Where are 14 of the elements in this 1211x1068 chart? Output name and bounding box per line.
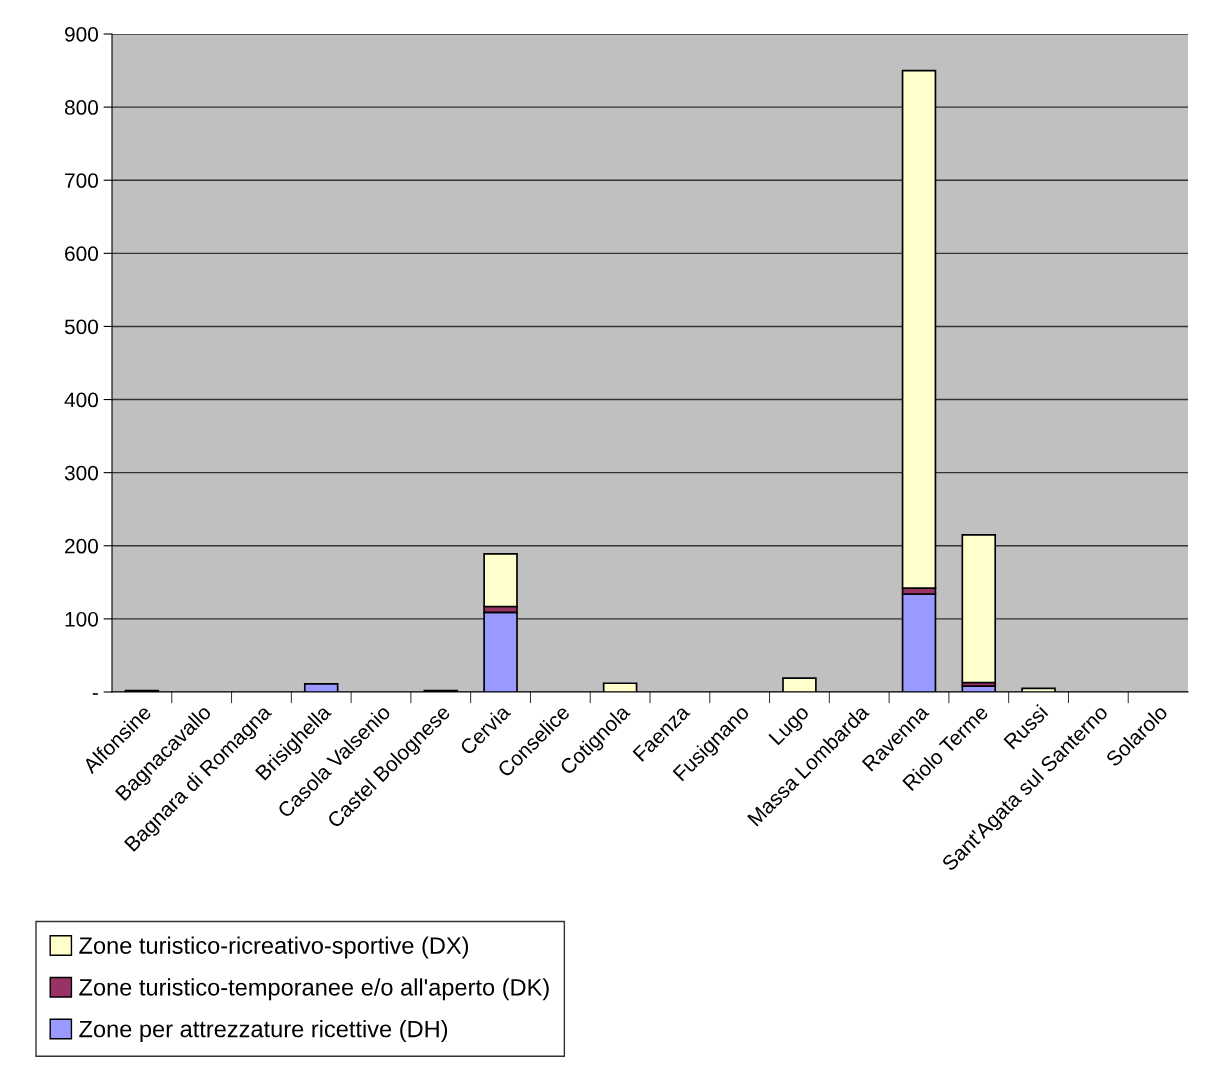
legend-label: Zone per attrezzature ricettive (DH) — [79, 1020, 448, 1043]
y-tick-label: 900 — [65, 27, 98, 42]
y-tick-label: 100 — [65, 611, 98, 627]
y-tick-label: 500 — [64, 319, 98, 335]
y-tick-label: 400 — [64, 392, 98, 408]
legend-label: Zone turistico-temporanee e/o all'aperto (DK) — [79, 978, 549, 1001]
y-tick-label: - — [92, 693, 98, 695]
legend-label: Zone turistico-ricreativo-sportive (DX) — [79, 936, 469, 959]
y-tick-label: 700 — [65, 173, 98, 188]
y-tick-label: 600 — [65, 246, 98, 262]
y-tick-label: 800 — [64, 100, 98, 115]
bar — [961, 533, 997, 684]
y-tick-label: 200 — [65, 538, 98, 554]
y-tick-label: 300 — [64, 465, 98, 481]
